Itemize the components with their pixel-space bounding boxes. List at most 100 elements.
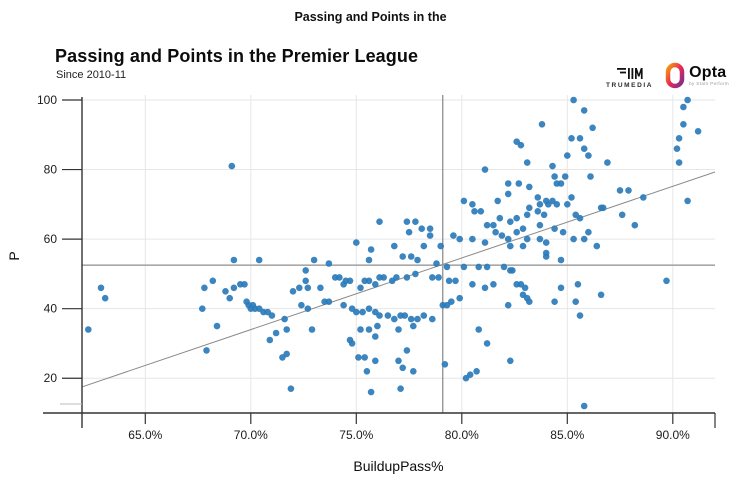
data-point[interactable] (680, 103, 687, 111)
data-point[interactable] (437, 242, 445, 250)
data-point[interactable] (213, 322, 221, 330)
data-point[interactable] (483, 340, 491, 347)
data-point[interactable] (519, 225, 527, 232)
data-point[interactable] (289, 288, 297, 295)
data-point[interactable] (405, 228, 413, 236)
data-point[interactable] (308, 326, 316, 333)
data-point[interactable] (673, 145, 681, 152)
data-point[interactable] (441, 361, 449, 368)
data-point[interactable] (504, 190, 512, 198)
data-point[interactable] (576, 135, 584, 142)
data-point[interactable] (580, 145, 588, 152)
data-point[interactable] (456, 235, 464, 243)
data-point[interactable] (640, 194, 647, 201)
data-point[interactable] (407, 253, 415, 260)
data-point[interactable] (631, 221, 639, 229)
data-point[interactable] (403, 274, 411, 281)
data-point[interactable] (361, 354, 369, 361)
data-point[interactable] (513, 228, 520, 236)
data-point[interactable] (517, 141, 525, 149)
data-point[interactable] (599, 204, 607, 212)
data-point[interactable] (410, 322, 417, 330)
data-point[interactable] (534, 194, 542, 201)
data-point[interactable] (540, 211, 548, 219)
data-point[interactable] (680, 121, 687, 128)
data-point[interactable] (496, 214, 504, 222)
data-point[interactable] (365, 256, 373, 264)
data-point[interactable] (568, 194, 575, 201)
data-point[interactable] (675, 159, 683, 166)
data-point[interactable] (604, 159, 611, 166)
data-point[interactable] (576, 214, 584, 222)
data-point[interactable] (287, 385, 295, 393)
data-point[interactable] (498, 232, 506, 239)
data-point[interactable] (445, 277, 453, 285)
data-point[interactable] (481, 166, 489, 173)
data-point[interactable] (412, 218, 419, 225)
data-point[interactable] (391, 315, 398, 323)
data-point[interactable] (420, 242, 428, 250)
data-point[interactable] (302, 267, 310, 274)
data-point[interactable] (616, 187, 624, 194)
data-point[interactable] (494, 197, 502, 205)
data-point[interactable] (418, 225, 426, 232)
data-point[interactable] (414, 256, 421, 264)
data-point[interactable] (407, 315, 415, 323)
data-point[interactable] (568, 135, 575, 142)
data-point[interactable] (523, 211, 531, 219)
data-point[interactable] (363, 368, 371, 375)
data-point[interactable] (443, 263, 451, 271)
data-point[interactable] (551, 173, 558, 180)
data-point[interactable] (542, 253, 550, 260)
data-point[interactable] (336, 274, 343, 281)
data-point[interactable] (376, 218, 383, 225)
data-point[interactable] (325, 260, 333, 267)
data-point[interactable] (399, 253, 407, 260)
data-point[interactable] (376, 312, 383, 319)
data-point[interactable] (414, 315, 421, 323)
data-point[interactable] (372, 357, 379, 365)
data-point[interactable] (477, 208, 485, 215)
data-point[interactable] (448, 298, 455, 306)
data-point[interactable] (542, 239, 550, 246)
data-point[interactable] (523, 235, 531, 243)
data-point[interactable] (380, 274, 388, 281)
data-point[interactable] (526, 183, 533, 191)
data-point[interactable] (230, 256, 238, 264)
data-point[interactable] (483, 263, 491, 271)
data-point[interactable] (393, 274, 400, 281)
data-point[interactable] (201, 284, 208, 292)
data-point[interactable] (395, 357, 402, 365)
data-point[interactable] (572, 298, 579, 306)
data-point[interactable] (580, 107, 588, 114)
data-point[interactable] (317, 284, 324, 292)
data-point[interactable] (460, 197, 468, 205)
data-point[interactable] (471, 208, 478, 215)
data-point[interactable] (462, 374, 470, 382)
data-point[interactable] (367, 246, 375, 253)
data-point[interactable] (557, 256, 565, 264)
data-point[interactable] (523, 159, 531, 166)
data-point[interactable] (536, 235, 544, 243)
data-point[interactable] (507, 242, 514, 250)
data-point[interactable] (490, 221, 497, 229)
data-point[interactable] (222, 288, 229, 295)
data-point[interactable] (538, 121, 546, 128)
data-point[interactable] (367, 388, 375, 396)
data-point[interactable] (420, 312, 428, 319)
data-point[interactable] (557, 284, 565, 292)
data-point[interactable] (564, 201, 571, 208)
data-point[interactable] (304, 284, 312, 292)
data-point[interactable] (481, 284, 489, 292)
data-point[interactable] (355, 354, 362, 361)
data-point[interactable] (460, 263, 468, 271)
data-point[interactable] (587, 173, 594, 180)
data-point[interactable] (452, 277, 459, 285)
data-point[interactable] (426, 232, 434, 239)
data-point[interactable] (536, 221, 544, 229)
data-point[interactable] (509, 267, 516, 274)
data-point[interactable] (593, 242, 601, 250)
data-point[interactable] (473, 368, 480, 375)
data-point[interactable] (346, 277, 354, 285)
data-point[interactable] (357, 284, 364, 292)
